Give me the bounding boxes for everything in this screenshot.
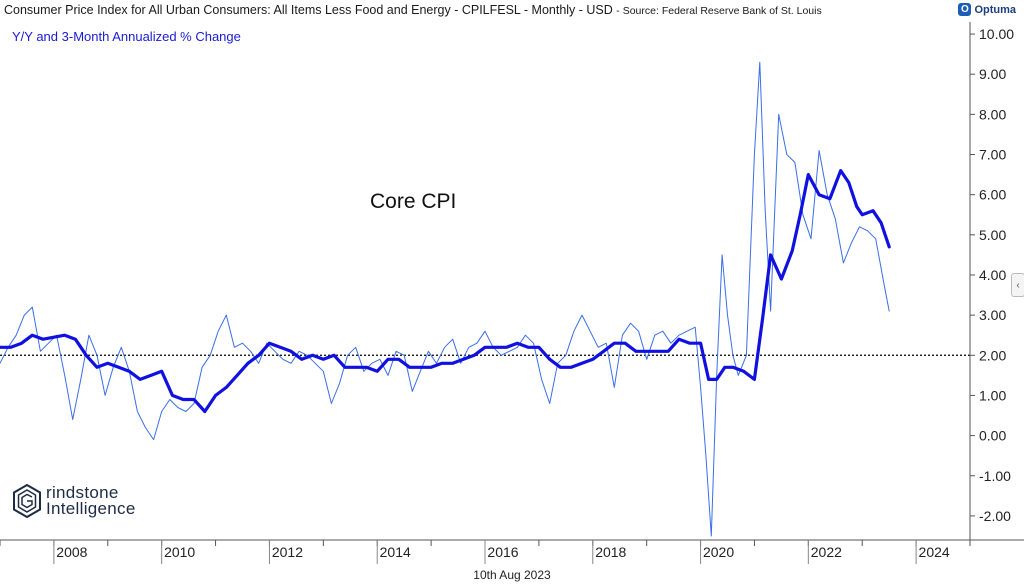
x-tick-label: 2008 [56,544,87,560]
x-tick-label: 2016 [487,544,518,560]
y-tick-label: 4.00 [979,267,1006,283]
y-tick-label: 6.00 [979,187,1006,203]
brand-logo: rindstone Intelligence [12,484,136,518]
y-tick-label: 0.00 [979,428,1006,444]
brand-text-line2: Intelligence [46,499,136,518]
collapse-panel-button[interactable]: ‹ [1011,273,1024,297]
x-tick-label: 2012 [272,544,303,560]
chart-title-text: Consumer Price Index for All Urban Consu… [4,3,613,17]
chevron-left-icon: ‹ [1016,279,1020,291]
plot-area [0,61,970,537]
x-tick-label: 2020 [703,544,734,560]
y-tick-label: 9.00 [979,66,1006,82]
optuma-logo-icon: O [958,3,972,16]
chart-title: Consumer Price Index for All Urban Consu… [4,3,822,17]
y-tick-label: 7.00 [979,147,1006,163]
hexagon-g-logo-icon [13,484,41,518]
chart-date-label: 10th Aug 2023 [473,568,551,582]
optuma-logo: O Optuma [958,3,1016,16]
three-month-series-line [0,61,890,537]
brand-text-line1: rindstone [46,483,119,502]
y-tick-label: 2.00 [979,347,1006,363]
brand-text: rindstone Intelligence [46,483,136,518]
y-axis: 10.00 9.00 8.00 7.00 6.00 5.00 4.00 3.00 2.00 1.0… [969,22,1014,540]
y-tick-label: 3.00 [979,307,1006,323]
x-tick-label: 2022 [811,544,842,560]
x-tick-label: 2010 [164,544,195,560]
y-tick-label: 5.00 [979,227,1006,243]
y-tick-label: -1.00 [979,468,1011,484]
x-axis: 2008 2010 2012 2014 2016 2018 2020 2022 2024 [0,539,1024,564]
x-tick-label: 2014 [380,544,411,560]
chart-header: Consumer Price Index for All Urban Consu… [0,0,1024,22]
y-tick-label: 8.00 [979,106,1006,122]
x-tick-label: 2018 [595,544,626,560]
y-tick-label: 10.00 [979,26,1014,42]
chart-annotation: Core CPI [370,190,457,213]
optuma-logo-text: Optuma [974,3,1016,16]
yoy-series-line [0,169,891,414]
x-tick-label: 2024 [919,544,950,560]
chart-source: - Source: Federal Reserve Bank of St. Lo… [616,5,822,17]
chart-subtitle: Y/Y and 3-Month Annualized % Change [12,29,241,44]
y-tick-label: 1.00 [979,387,1006,403]
y-tick-label: -2.00 [979,508,1011,524]
